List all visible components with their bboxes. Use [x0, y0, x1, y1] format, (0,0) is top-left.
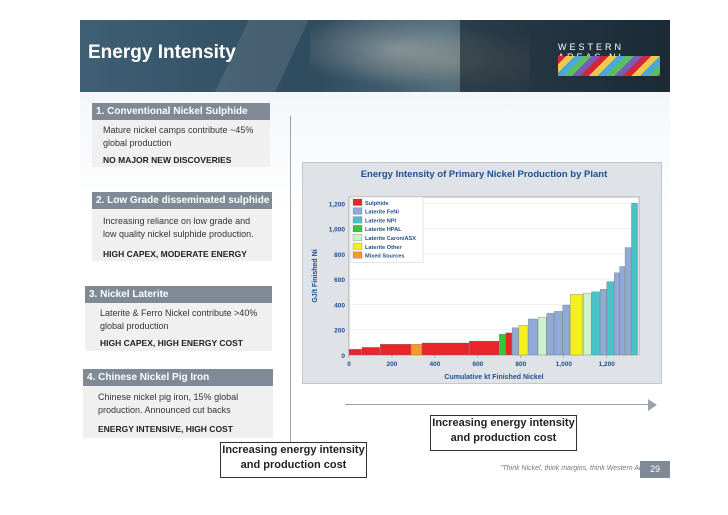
header-banner: Energy Intensity WESTERN AREAS NL: [80, 20, 670, 120]
bar: [631, 203, 638, 356]
brand-logo: [558, 56, 660, 76]
callout-horizontal-line-2: and production cost: [450, 432, 557, 444]
section-3-note: HIGH CAPEX, HIGH ENERGY COST: [100, 338, 243, 348]
legend-swatch: [352, 225, 363, 233]
legend-label: Sulphide: [365, 201, 389, 207]
horizontal-arrow-line: [345, 404, 650, 405]
y-tick-label: 1,200: [329, 201, 346, 208]
bar: [505, 332, 513, 356]
legend-label: Laterite Caron/ASX: [365, 236, 416, 242]
callout-horizontal: Increasing energy intensity and producti…: [430, 415, 577, 451]
section-2-box: [92, 209, 272, 261]
y-tick-label: 200: [334, 328, 345, 335]
x-axis-label: Cumulative kt Finished Nickel: [444, 374, 543, 381]
legend-label: Mixed Sources: [365, 254, 404, 260]
legend-swatch: [352, 207, 363, 215]
page-title: Energy Intensity: [88, 42, 236, 63]
bar: [411, 344, 422, 356]
bar: [361, 347, 380, 356]
page-number: 29: [640, 461, 670, 478]
bar: [528, 318, 538, 356]
bar: [606, 281, 615, 356]
section-1-line-1: Mature nickel camps contribute ~45%: [103, 125, 254, 135]
y-tick-label: 0: [341, 353, 345, 360]
slide: Energy Intensity WESTERN AREAS NL 1. Con…: [80, 20, 670, 480]
vertical-arrow-line: [290, 116, 291, 456]
callout-vertical: Increasing energy intensity and producti…: [220, 442, 367, 478]
x-tick-label: 600: [472, 361, 483, 368]
bar: [518, 325, 529, 356]
section-3-box: [85, 303, 272, 351]
legend-label: Laterite NPI: [365, 218, 397, 224]
energy-chart: Energy Intensity of Primary Nickel Produ…: [302, 162, 662, 384]
bar: [379, 344, 412, 356]
x-tick-label: 800: [515, 361, 526, 368]
bar: [614, 272, 620, 356]
legend-swatch: [352, 251, 363, 259]
legend-swatch: [352, 216, 363, 224]
legend-label: Laterite FeNi: [365, 210, 399, 216]
bar: [512, 327, 519, 356]
x-tick-label: 200: [387, 361, 398, 368]
callout-horizontal-line-1: Increasing energy intensity: [432, 417, 575, 429]
y-tick-label: 800: [334, 252, 345, 259]
footer-tagline: "Think Nickel, think margins, think West…: [500, 465, 656, 472]
y-axis-label: GJ/t Finished Ni: [312, 249, 319, 302]
legend-label: Laterite Other: [365, 245, 403, 251]
section-1-header: 1. Conventional Nickel Sulphide: [92, 103, 270, 120]
y-tick-label: 600: [334, 277, 345, 284]
bar: [499, 333, 506, 356]
section-1-box: [92, 120, 270, 167]
x-tick-label: 0: [347, 361, 351, 368]
section-2-note: HIGH CAPEX, MODERATE ENERGY: [103, 249, 247, 259]
callout-vertical-line-1: Increasing energy intensity: [222, 444, 365, 456]
section-2-line-1: Increasing reliance on low grade and: [103, 216, 251, 226]
y-tick-label: 1,000: [329, 227, 346, 234]
bar: [591, 291, 601, 356]
section-4-header: 4. Chinese Nickel Pig Iron: [83, 369, 273, 386]
x-tick-label: 1,200: [599, 361, 616, 368]
legend-label: Laterite HPAL: [365, 227, 402, 233]
section-3-line-2: global production: [100, 321, 169, 331]
bar: [469, 340, 500, 356]
y-tick-label: 400: [334, 302, 345, 309]
section-1-note: NO MAJOR NEW DISCOVERIES: [103, 155, 232, 165]
bar: [553, 311, 563, 356]
section-4-box: [83, 386, 273, 438]
section-2-line-2: low quality nickel sulphide production.: [103, 229, 254, 239]
bar: [348, 349, 362, 356]
section-4-note: ENERGY INTENSIVE, HIGH COST: [98, 424, 233, 434]
section-4-line-1: Chinese nickel pig iron, 15% global: [98, 392, 239, 402]
bar: [582, 292, 592, 356]
section-1-line-2: global production: [103, 138, 172, 148]
bar: [570, 294, 583, 356]
section-2-header: 2. Low Grade disseminated sulphide: [92, 192, 272, 209]
callout-vertical-line-2: and production cost: [240, 459, 347, 471]
bar: [600, 289, 607, 356]
legend-swatch: [352, 242, 363, 250]
bar: [546, 313, 554, 356]
bar: [562, 304, 571, 356]
section-4-line-2: production. Announced cut backs: [98, 405, 231, 415]
legend-box: [350, 196, 424, 263]
horizontal-arrow-head: [648, 399, 657, 411]
x-tick-label: 1,000: [556, 361, 573, 368]
bar: [537, 316, 547, 356]
bar: [421, 342, 470, 356]
x-tick-label: 400: [429, 361, 440, 368]
bar: [624, 247, 632, 356]
section-3-header: 3. Nickel Laterite: [85, 286, 272, 303]
legend-swatch: [352, 234, 363, 241]
chart-svg: Energy Intensity of Primary Nickel Produ…: [312, 169, 640, 381]
chart-title: Energy Intensity of Primary Nickel Produ…: [361, 169, 608, 180]
section-3-line-1: Laterite & Ferro Nickel contribute >40%: [100, 308, 258, 318]
legend-swatch: [352, 198, 363, 206]
bar: [619, 266, 625, 356]
